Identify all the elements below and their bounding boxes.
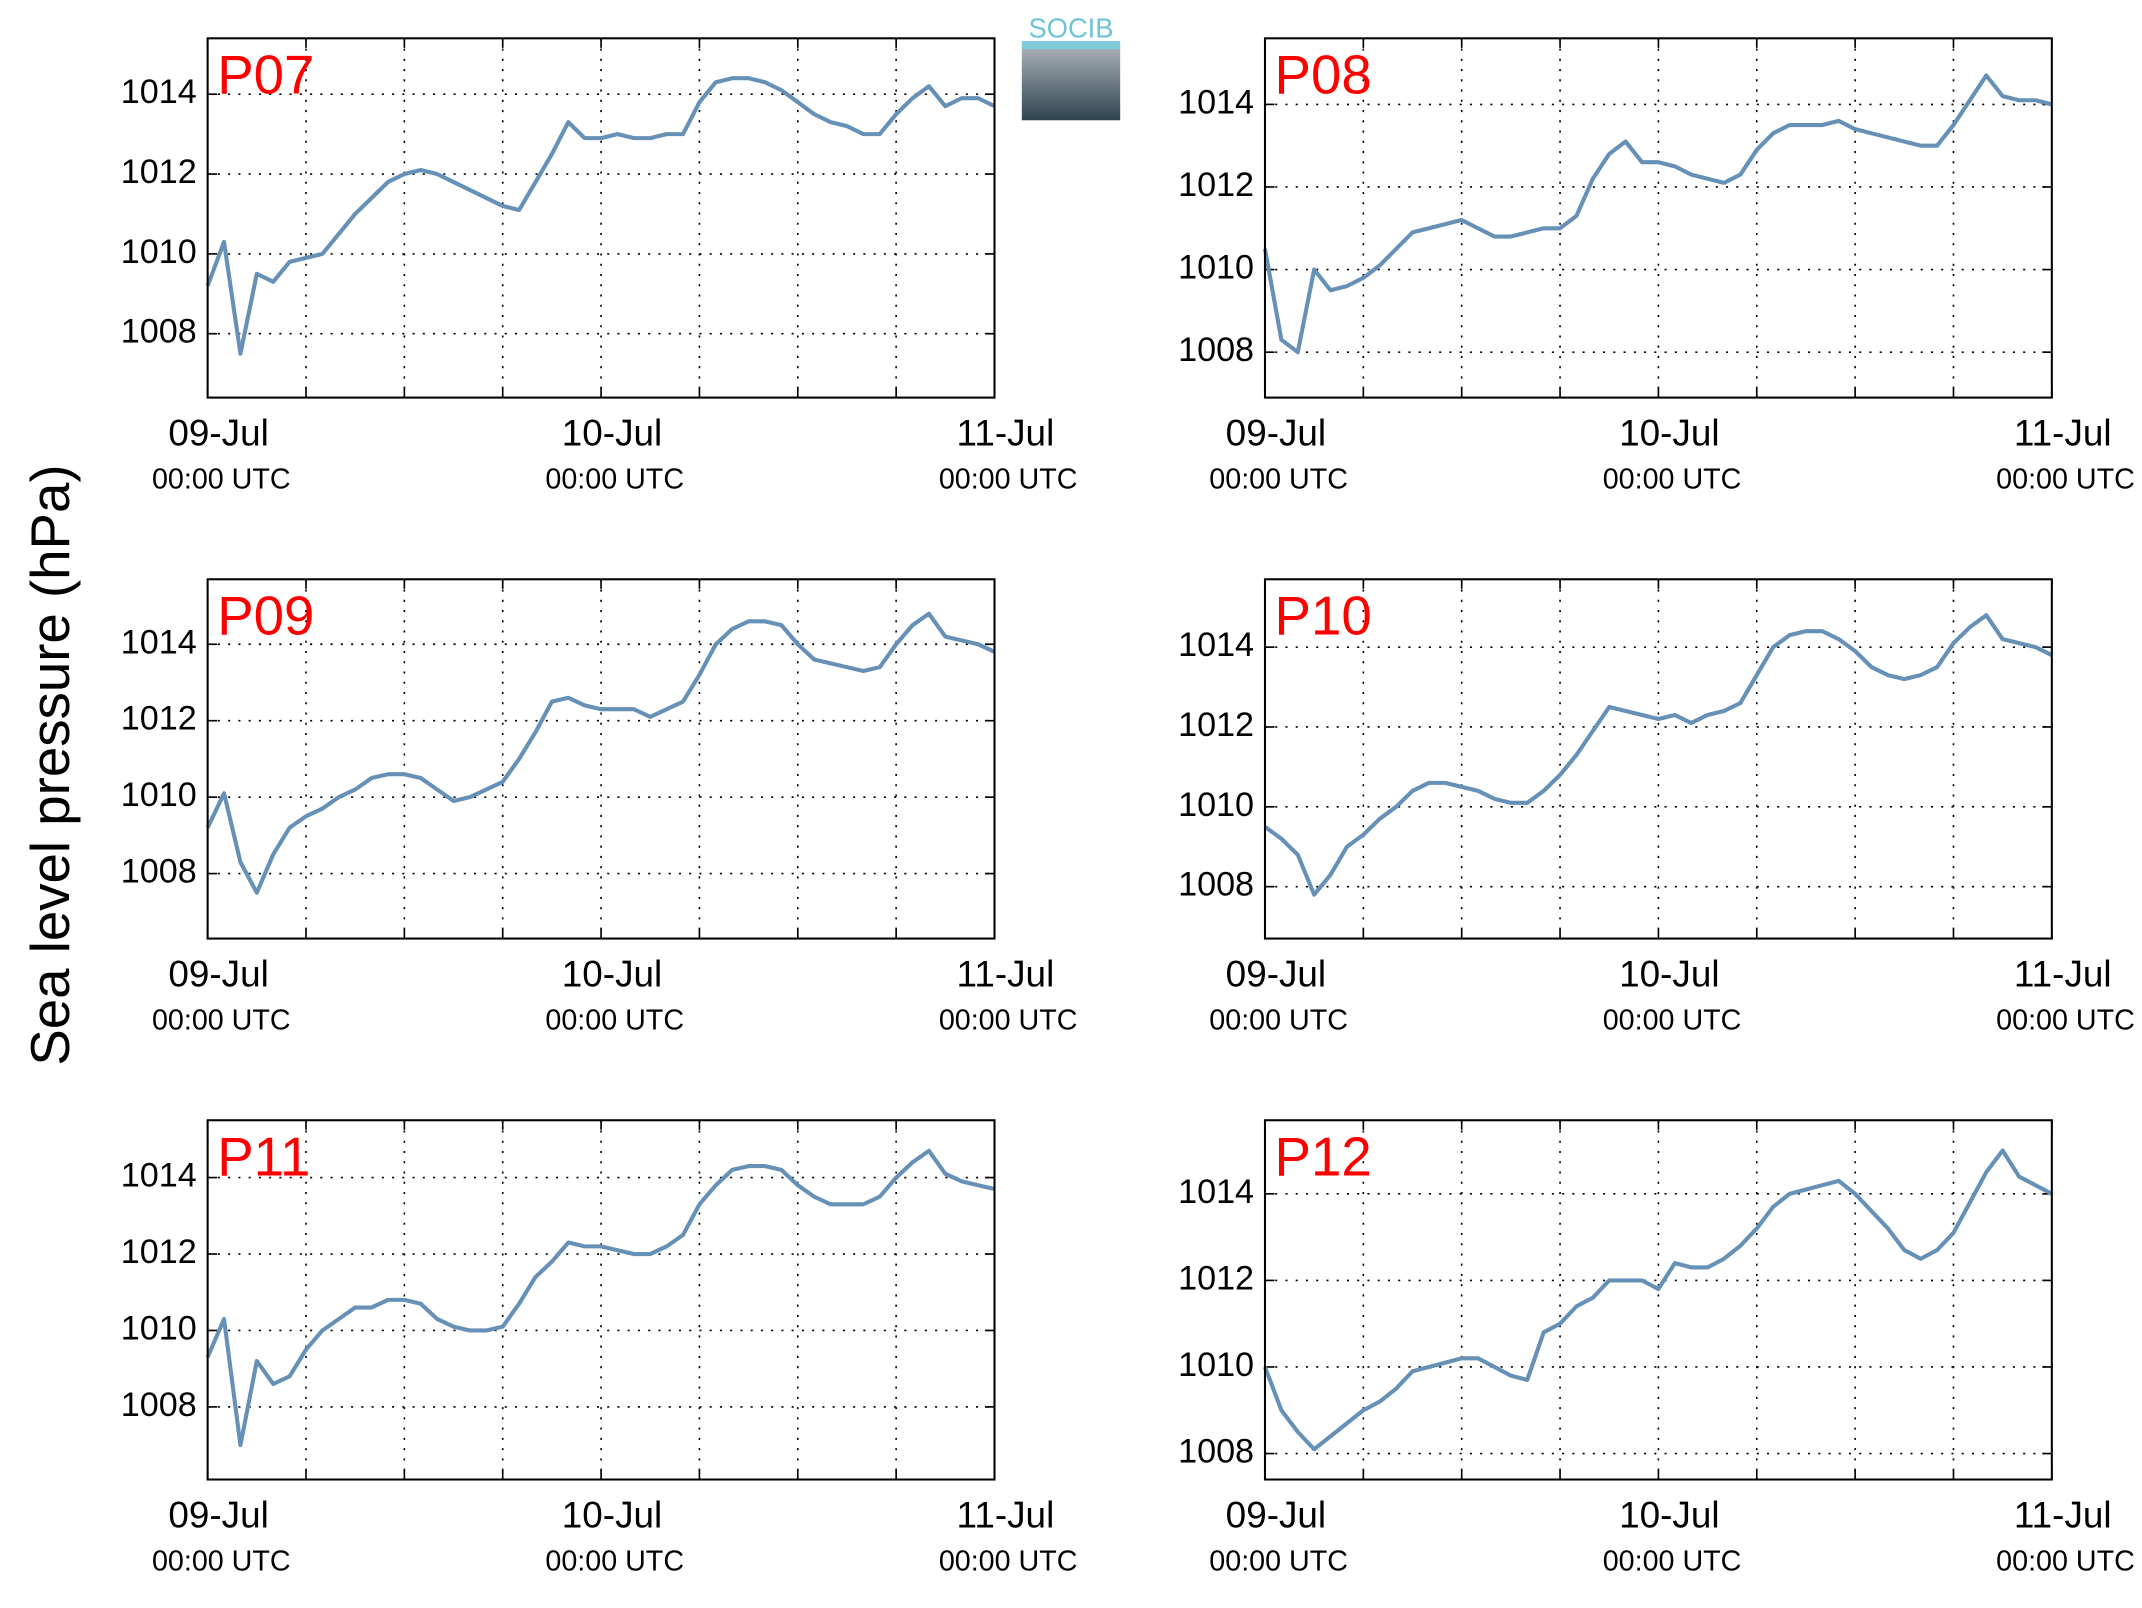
x-tick-label: 11-Jul <box>957 413 1055 454</box>
panel: 1008 1010 1012 1014 09-Jul 00:00 UTC 10-Jul 00:… <box>121 578 1078 1036</box>
y-tick-label: 1010 <box>121 1309 197 1347</box>
y-axis-label: Sea level pressure (hPa) <box>20 464 81 1065</box>
x-tick-sublabel: 00:00 UTC <box>1996 464 2135 496</box>
x-tick-label: 10-Jul <box>1619 954 1719 995</box>
x-tick-label: 10-Jul <box>562 413 662 454</box>
y-tick-label: 1008 <box>1178 866 1254 904</box>
y-tick-label: 1012 <box>121 153 197 191</box>
y-tick-label: 1008 <box>1178 331 1254 369</box>
x-tick-label: 11-Jul <box>2014 413 2112 454</box>
x-tick-label: 11-Jul <box>2014 954 2112 995</box>
plot-frame <box>1263 37 2053 399</box>
panel: 1008 1010 1012 1014 09-Jul 00:00 UTC 10-Jul 00:… <box>1178 578 2135 1036</box>
y-tick-label: 1014 <box>1178 626 1254 664</box>
y-tick-label: 1014 <box>121 1157 197 1195</box>
y-tick-label: 1014 <box>1178 83 1254 121</box>
y-tick-label: 1010 <box>1178 1346 1254 1384</box>
plot-frame <box>1263 1119 2053 1481</box>
logo: SOCIB <box>1021 12 1121 121</box>
x-tick-label: 10-Jul <box>1619 413 1719 454</box>
y-tick-label: 1012 <box>1178 1259 1254 1297</box>
x-tick-sublabel: 00:00 UTC <box>1209 1004 1348 1036</box>
y-tick-label: 1012 <box>121 1233 197 1271</box>
panel-title: P12 <box>1275 1127 1372 1188</box>
y-tick-label: 1010 <box>121 233 197 271</box>
x-tick-sublabel: 00:00 UTC <box>939 1004 1078 1036</box>
x-tick-label: 11-Jul <box>957 954 1055 995</box>
panel-title: P08 <box>1275 45 1372 106</box>
x-tick-sublabel: 00:00 UTC <box>939 1545 1078 1577</box>
x-tick-sublabel: 00:00 UTC <box>1603 464 1742 496</box>
x-tick-label: 11-Jul <box>957 1495 1055 1536</box>
y-tick-label: 1008 <box>121 853 197 891</box>
x-tick-sublabel: 00:00 UTC <box>152 1545 291 1577</box>
x-tick-sublabel: 00:00 UTC <box>1603 1545 1742 1577</box>
data-line <box>1262 73 2053 355</box>
panel-title: P10 <box>1275 586 1372 647</box>
x-tick-label: 10-Jul <box>1619 1495 1719 1536</box>
logo-image <box>1021 46 1121 121</box>
plot-frame <box>206 1119 996 1481</box>
data-line <box>205 611 996 895</box>
x-tick-sublabel: 00:00 UTC <box>545 1545 684 1577</box>
x-tick-label: 09-Jul <box>1226 1495 1326 1536</box>
x-tick-label: 09-Jul <box>1226 954 1326 995</box>
x-tick-sublabel: 00:00 UTC <box>1996 1004 2135 1036</box>
y-tick-label: 1008 <box>1178 1433 1254 1471</box>
x-tick-sublabel: 00:00 UTC <box>1603 1004 1742 1036</box>
x-tick-sublabel: 00:00 UTC <box>1209 1545 1348 1577</box>
y-tick-label: 1010 <box>121 776 197 814</box>
x-tick-sublabel: 00:00 UTC <box>1996 1545 2135 1577</box>
x-tick-label: 11-Jul <box>2014 1495 2112 1536</box>
x-tick-label: 10-Jul <box>562 954 662 995</box>
y-tick-label: 1010 <box>1178 786 1254 824</box>
y-tick-label: 1008 <box>121 313 197 351</box>
x-tick-sublabel: 00:00 UTC <box>545 464 684 496</box>
data-line <box>205 76 996 356</box>
y-tick-label: 1014 <box>1178 1173 1254 1211</box>
y-tick-label: 1012 <box>1178 706 1254 744</box>
y-tick-label: 1014 <box>121 73 197 111</box>
x-tick-label: 10-Jul <box>562 1495 662 1536</box>
x-tick-label: 09-Jul <box>168 954 268 995</box>
panel-title: P09 <box>217 586 314 647</box>
y-tick-label: 1012 <box>121 700 197 738</box>
data-line <box>1263 613 2053 897</box>
x-tick-label: 09-Jul <box>168 1495 268 1536</box>
panel: 1008 1010 1012 1014 09-Jul 00:00 UTC 10-Jul 00:… <box>1178 1119 2135 1577</box>
plot-frame <box>206 578 996 940</box>
y-tick-label: 1012 <box>1178 166 1254 204</box>
data-line <box>205 1148 995 1448</box>
x-tick-sublabel: 00:00 UTC <box>152 1004 291 1036</box>
x-tick-sublabel: 00:00 UTC <box>939 464 1078 496</box>
y-tick-label: 1008 <box>121 1386 197 1424</box>
x-tick-sublabel: 00:00 UTC <box>1209 464 1348 496</box>
plot-frame <box>206 37 996 399</box>
panel: 1008 1010 1012 1014 09-Jul 00:00 UTC 10-Jul 00:… <box>121 1119 1078 1577</box>
panel-title: P11 <box>217 1127 310 1188</box>
x-tick-label: 09-Jul <box>1226 413 1326 454</box>
panel: 1008 1010 1012 1014 09-Jul 00:00 UTC 10-Jul 00:… <box>121 37 1078 496</box>
panel-title: P07 <box>217 45 314 106</box>
logo-text: SOCIB <box>1029 12 1114 43</box>
plot-frame <box>1263 578 2053 940</box>
logo-wave <box>1021 41 1121 50</box>
data-line <box>1263 1148 2053 1452</box>
x-tick-label: 09-Jul <box>168 413 268 454</box>
x-tick-sublabel: 00:00 UTC <box>545 1004 684 1036</box>
panel: 1008 1010 1012 1014 09-Jul 00:00 UTC 10-Jul 00:… <box>1178 37 2135 496</box>
x-tick-sublabel: 00:00 UTC <box>152 464 291 496</box>
y-tick-label: 1014 <box>121 623 197 661</box>
y-tick-label: 1010 <box>1178 249 1254 287</box>
